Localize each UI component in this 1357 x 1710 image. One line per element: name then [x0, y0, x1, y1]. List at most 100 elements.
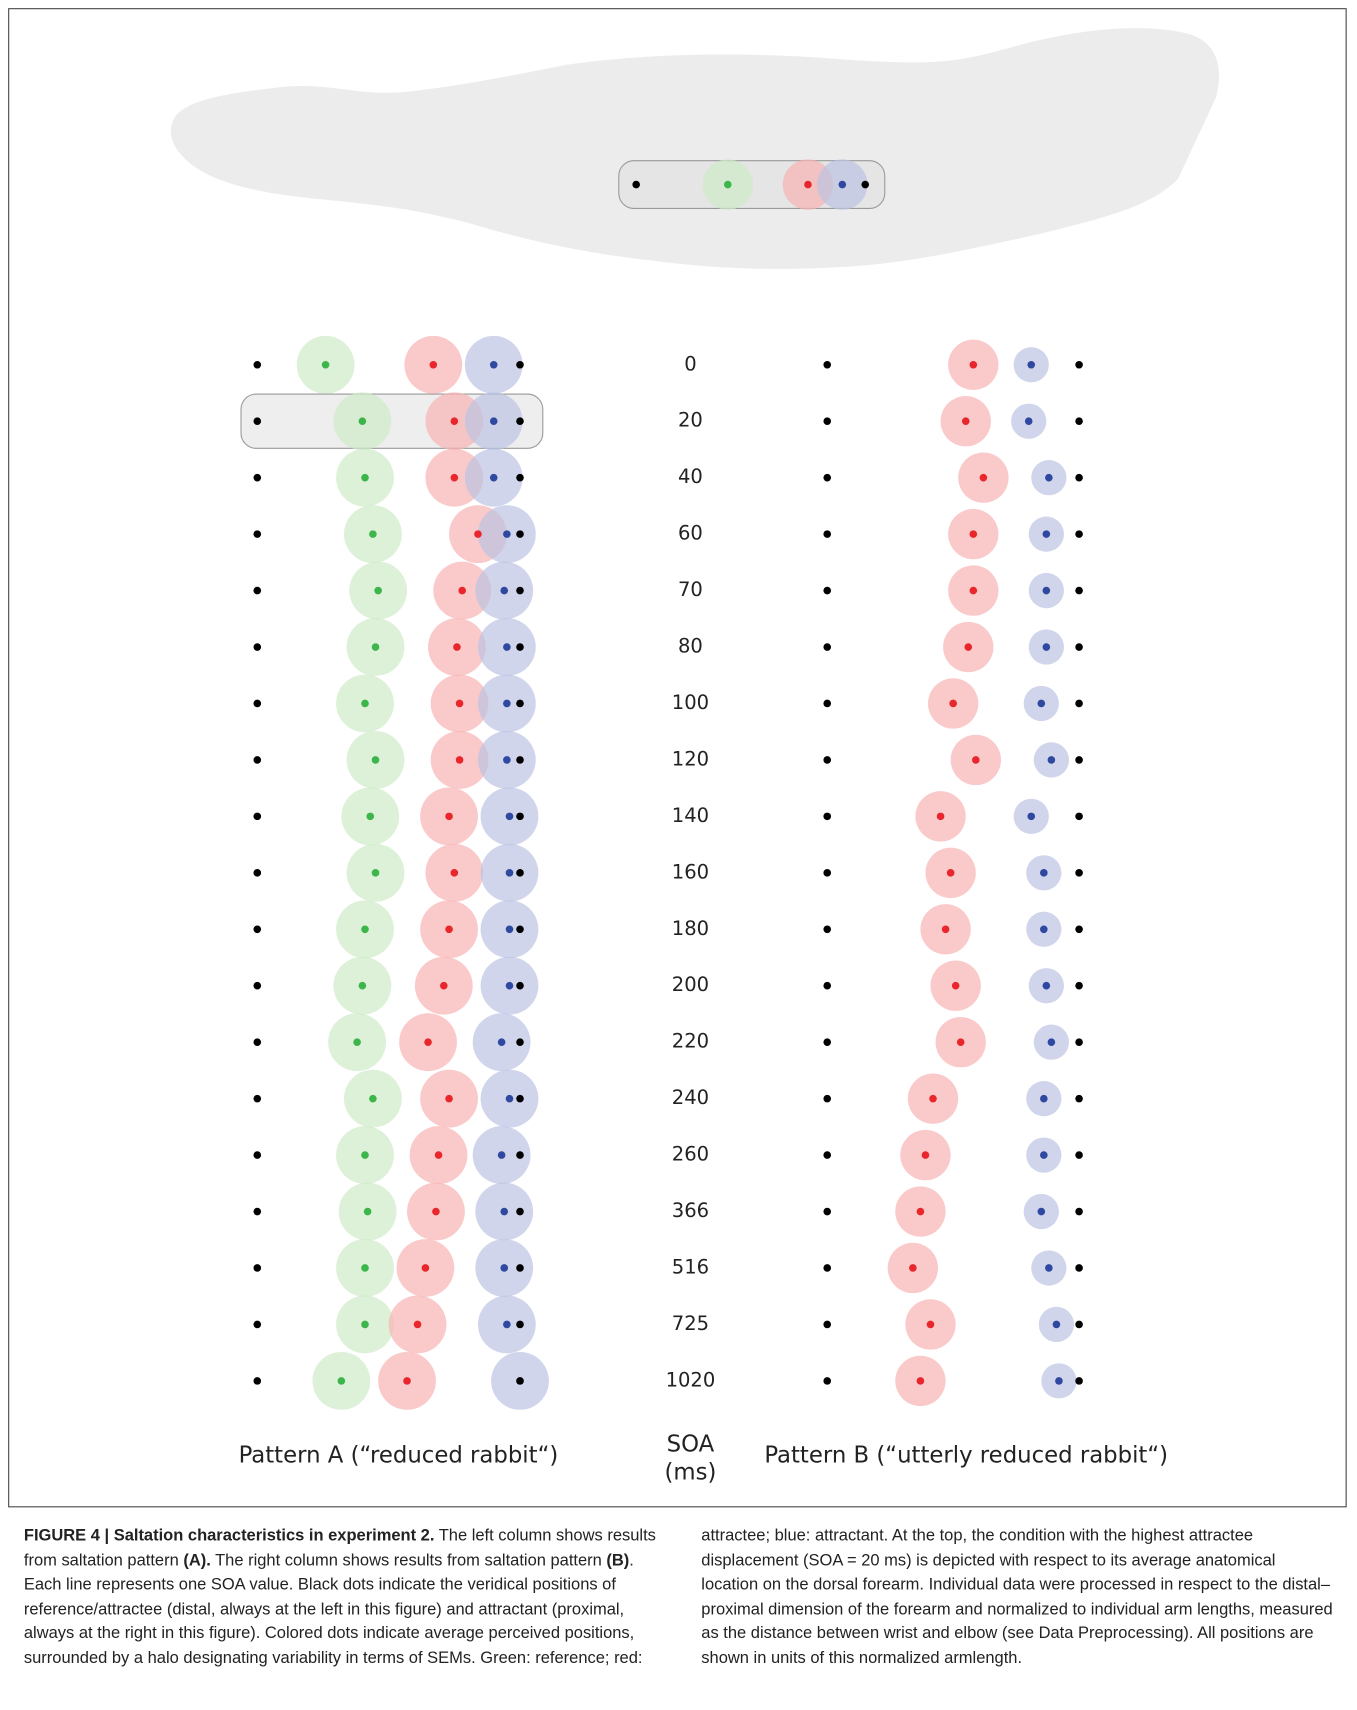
soa-label: 120	[672, 747, 709, 770]
red-dot	[969, 586, 978, 595]
blue-dot-arm	[838, 180, 847, 189]
veridical-distal	[253, 1320, 262, 1329]
soa-label: 220	[672, 1030, 709, 1053]
red-dot	[432, 1207, 440, 1216]
blue-dot	[503, 643, 511, 651]
veridical-proximal	[516, 1207, 524, 1216]
veridical-proximal	[516, 925, 524, 934]
veridical-proximal	[1075, 1264, 1083, 1272]
veridical-distal	[823, 473, 832, 482]
veridical-proximal	[1075, 699, 1083, 708]
veridical-distal	[823, 756, 832, 764]
red-dot	[916, 1207, 925, 1216]
red-dot	[936, 812, 945, 821]
red-dot	[909, 1264, 917, 1272]
green-dot	[371, 643, 380, 651]
blue-dot	[1040, 869, 1048, 877]
veridical-proximal	[1075, 643, 1083, 651]
blue-dot	[1047, 756, 1056, 764]
red-dot	[450, 869, 459, 877]
veridical-proximal	[1075, 1320, 1083, 1329]
veridical-proximal	[1075, 1207, 1083, 1216]
green-dot	[369, 1094, 377, 1103]
veridical-distal	[823, 1207, 832, 1216]
red-dot	[949, 699, 957, 708]
veridical-distal	[823, 812, 832, 821]
veridical-proximal	[516, 756, 524, 764]
veridical-proximal	[516, 530, 524, 538]
blue-dot	[497, 1151, 506, 1159]
green-dot	[369, 530, 377, 538]
veridical-proximal	[1075, 417, 1083, 426]
red-dot	[929, 1094, 937, 1103]
soa-label: 80	[678, 635, 703, 658]
red-dot	[445, 925, 453, 934]
green-dot-arm	[723, 180, 732, 189]
veridical-distal	[823, 1094, 832, 1103]
veridical-proximal	[1075, 1038, 1083, 1046]
soa-label: 100	[672, 691, 709, 714]
soa-label: 40	[678, 465, 703, 488]
blue-dot	[503, 530, 511, 538]
soa-unit-label: (ms)	[665, 1460, 717, 1486]
veridical-proximal-arm	[861, 180, 870, 189]
veridical-distal	[253, 812, 262, 821]
soa-label: 70	[678, 578, 703, 601]
green-dot	[374, 586, 382, 595]
red-dot	[445, 1094, 453, 1103]
veridical-proximal	[516, 699, 524, 708]
red-dot	[403, 1377, 411, 1385]
veridical-distal	[823, 869, 832, 877]
veridical-proximal	[516, 586, 524, 595]
green-dot	[358, 417, 367, 426]
blue-dot	[1047, 1038, 1056, 1046]
blue-dot	[1055, 1377, 1063, 1385]
veridical-distal	[823, 1377, 832, 1385]
blue-dot	[1042, 586, 1051, 595]
pattern-a-label: Pattern A (“reduced rabbit“)	[239, 1442, 559, 1468]
red-dot	[455, 756, 464, 764]
blue-dot	[1027, 360, 1036, 369]
caption: FIGURE 4 | Saltation characteristics in …	[24, 1524, 1335, 1671]
green-dot	[361, 473, 369, 482]
red-dot	[961, 417, 970, 426]
veridical-distal	[253, 643, 262, 651]
veridical-proximal	[516, 360, 524, 369]
red-dot	[413, 1320, 422, 1329]
veridical-distal-arm	[632, 180, 640, 189]
blue-dot	[1040, 925, 1048, 934]
soa-label: 725	[672, 1312, 709, 1335]
green-dot	[321, 360, 330, 369]
veridical-proximal	[516, 1038, 524, 1046]
blue-dot	[505, 869, 514, 877]
green-dot	[337, 1377, 346, 1385]
blue-dot	[489, 417, 498, 426]
soa-label: 366	[672, 1199, 709, 1222]
veridical-proximal	[516, 1264, 524, 1272]
veridical-proximal	[1075, 360, 1083, 369]
veridical-distal	[253, 981, 262, 990]
blue-dot	[489, 473, 498, 482]
veridical-proximal	[516, 417, 524, 426]
green-dot	[353, 1038, 361, 1046]
red-dot	[434, 1151, 443, 1159]
veridical-proximal	[516, 1320, 524, 1329]
blue-dot	[1045, 1264, 1053, 1272]
blue-dot	[500, 586, 509, 595]
green-dot	[363, 1207, 372, 1216]
red-dot	[941, 925, 950, 934]
veridical-distal	[823, 925, 832, 934]
blue-dot	[1042, 643, 1051, 651]
caption-text: The left column shows results from salta…	[23, 1526, 656, 1570]
veridical-proximal	[1075, 1094, 1083, 1103]
veridical-proximal	[1075, 756, 1083, 764]
veridical-distal	[823, 586, 832, 595]
red-dot	[969, 360, 978, 369]
blue-dot	[489, 360, 498, 369]
green-dot	[371, 756, 380, 764]
veridical-distal	[823, 1320, 832, 1329]
plot	[240, 159, 1083, 1410]
soa-label: 200	[672, 973, 709, 996]
veridical-distal	[823, 981, 832, 990]
soa-axis-label: SOA	[667, 1431, 715, 1457]
